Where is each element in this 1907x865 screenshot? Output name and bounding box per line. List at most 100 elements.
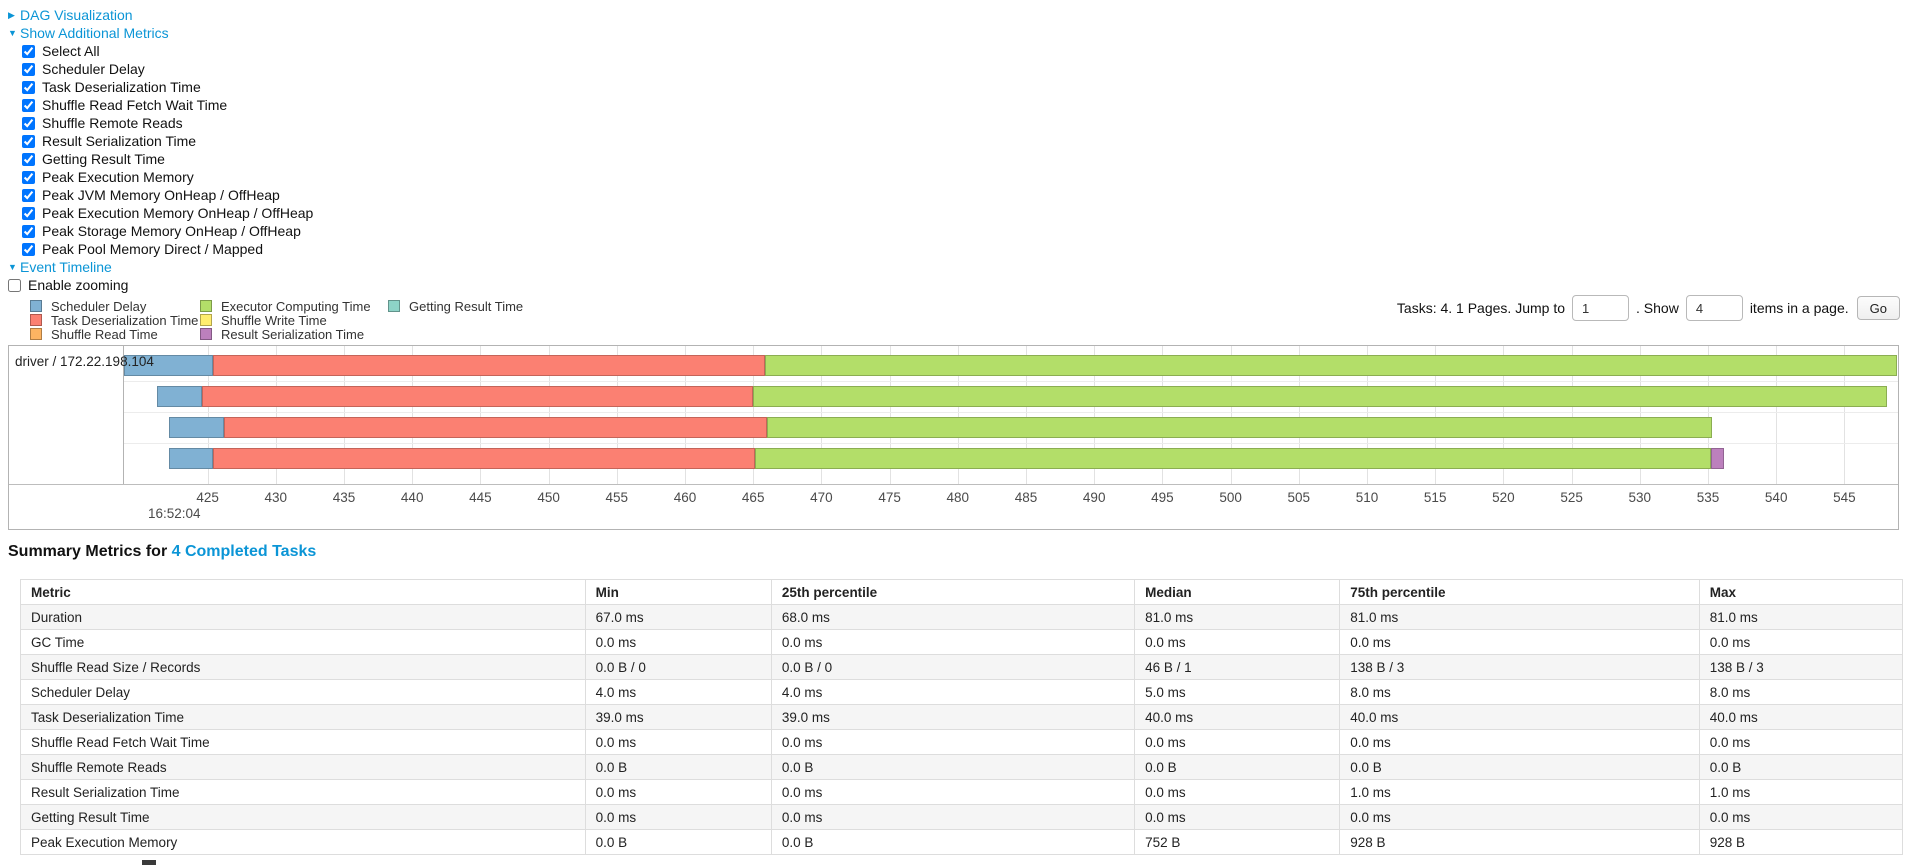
timeline-axis-major-label: 16:52:04: [148, 506, 201, 521]
timeline-legend: Scheduler Delay Task Deserialization Time…: [30, 299, 523, 342]
go-button[interactable]: Go: [1856, 296, 1900, 320]
task-2-task-deserialization-bar[interactable]: [202, 386, 754, 407]
metric-checkbox-label: Shuffle Remote Reads: [42, 115, 183, 131]
metric-checkbox-row[interactable]: Getting Result Time: [0, 150, 1907, 168]
metric-checkbox-row[interactable]: Peak Execution Memory: [0, 168, 1907, 186]
axis-tick-label: 480: [946, 490, 970, 505]
triangle-down-icon: ▼: [8, 262, 17, 272]
metric-checkbox[interactable]: [22, 116, 35, 130]
metric-checkbox-row[interactable]: Shuffle Remote Reads: [0, 114, 1907, 132]
axis-gridline: [1094, 346, 1096, 484]
metric-value-cell: 0.0 ms: [770, 629, 1136, 655]
metric-checkbox[interactable]: [22, 134, 35, 148]
metric-checkbox[interactable]: [22, 98, 35, 112]
axis-tick-label: 435: [332, 490, 356, 505]
axis-gridline: [1708, 346, 1709, 484]
legend-label: Shuffle Write Time: [221, 312, 327, 328]
legend-item-scheduler-delay: Scheduler Delay: [30, 299, 200, 314]
jump-to-page-input[interactable]: [1572, 295, 1629, 321]
task-3-scheduler-delay-bar[interactable]: [169, 417, 224, 438]
event-timeline-toggle[interactable]: ▼ Event Timeline: [0, 258, 1907, 276]
axis-tick-label: 430: [264, 490, 288, 505]
metric-checkbox[interactable]: [22, 80, 35, 94]
metric-checkbox-row[interactable]: Peak Execution Memory OnHeap / OffHeap: [0, 204, 1907, 222]
metric-checkbox-row[interactable]: Peak Storage Memory OnHeap / OffHeap: [0, 222, 1907, 240]
axis-gridline: [1367, 346, 1368, 484]
metric-checkbox-label: Shuffle Read Fetch Wait Time: [42, 97, 228, 113]
show-additional-metrics-toggle[interactable]: ▼ Show Additional Metrics: [0, 24, 1907, 42]
axis-tick-label: 490: [1082, 490, 1106, 505]
axis-tick-label: 545: [1833, 490, 1856, 505]
dag-visualization-toggle[interactable]: ▶ DAG Visualization: [0, 6, 1907, 24]
metric-checkbox[interactable]: [22, 170, 35, 184]
result-serialization-swatch-icon: [200, 328, 212, 340]
axis-gridline: [1776, 346, 1778, 484]
task-4-task-deserialization-bar[interactable]: [213, 448, 755, 469]
enable-zooming-row[interactable]: Enable zooming: [0, 276, 1907, 294]
additional-metrics-checkbox-list: Select All Scheduler Delay Task Deserializ…: [0, 42, 1907, 258]
legend-item-getting-result: Getting Result Time: [388, 299, 523, 314]
metric-value-cell: 4.0 ms: [770, 679, 1136, 705]
metric-checkbox[interactable]: [22, 242, 35, 256]
axis-gridline: [548, 346, 550, 484]
executor-computing-swatch-icon: [200, 300, 212, 312]
metric-name-cell: Duration: [20, 604, 586, 630]
metric-value-cell: 0.0 ms: [1339, 804, 1700, 830]
metric-checkbox-row[interactable]: Peak JVM Memory OnHeap / OffHeap: [0, 186, 1907, 204]
table-header-row: Metric Min 25th percentile Median 75th perce…: [20, 579, 1904, 605]
metric-checkbox-row[interactable]: Select All: [0, 42, 1907, 60]
axis-gridline: [1503, 346, 1505, 484]
task-4-scheduler-delay-bar[interactable]: [169, 448, 213, 469]
metric-name-cell: Result Serialization Time: [20, 779, 586, 805]
task-1-scheduler-delay-bar[interactable]: [124, 355, 214, 376]
metric-checkbox[interactable]: [22, 62, 35, 76]
metric-checkbox[interactable]: [22, 152, 35, 166]
metric-checkbox-label: Peak Pool Memory Direct / Mapped: [42, 241, 263, 257]
table-row: Result Serialization Time 0.0 ms 0.0 ms 0.0…: [20, 779, 1904, 805]
axis-gridline: [821, 346, 823, 484]
metric-checkbox-row[interactable]: Scheduler Delay: [0, 60, 1907, 78]
enable-zooming-label: Enable zooming: [28, 277, 129, 293]
metric-value-cell: 0.0 B: [1339, 754, 1700, 780]
metric-checkbox[interactable]: [22, 224, 35, 238]
row-separator: [124, 381, 1898, 382]
task-4-executor-computing-bar[interactable]: [754, 448, 1711, 469]
metric-checkbox-label: Getting Result Time: [42, 151, 165, 167]
metric-checkbox[interactable]: [22, 44, 35, 58]
task-3-executor-computing-bar[interactable]: [766, 417, 1713, 438]
legend-column: Executor Computing Time Shuffle Write Tim…: [200, 299, 388, 342]
metric-checkbox[interactable]: [22, 188, 35, 202]
metric-value-cell: 0.0 ms: [1698, 729, 1904, 755]
task-1-task-deserialization-bar[interactable]: [213, 355, 766, 376]
axis-gridline: [753, 346, 755, 484]
metric-value-cell: 68.0 ms: [770, 604, 1136, 630]
column-header: Metric: [20, 579, 586, 605]
task-4-result-serialization-bar[interactable]: [1710, 448, 1725, 469]
metric-checkbox-row[interactable]: Task Deserialization Time: [0, 78, 1907, 96]
enable-zooming-checkbox[interactable]: [8, 278, 21, 292]
axis-tick-label: 495: [1151, 490, 1174, 505]
metric-checkbox-label: Peak Execution Memory OnHeap / OffHeap: [42, 205, 314, 221]
table-row: Peak Execution Memory 0.0 B 0.0 B 752 B 928 …: [20, 829, 1904, 855]
column-header: Median: [1134, 579, 1341, 605]
axis-gridline: [616, 346, 618, 484]
metric-value-cell: 0.0 ms: [1698, 629, 1904, 655]
axis-gridline: [344, 346, 345, 484]
metric-checkbox-row[interactable]: Peak Pool Memory Direct / Mapped: [0, 240, 1907, 258]
metric-value-cell: 0.0 ms: [1134, 804, 1341, 830]
pagination-mid-text: . Show: [1636, 300, 1679, 316]
items-per-page-input[interactable]: [1685, 295, 1743, 321]
metric-checkbox-row[interactable]: Shuffle Read Fetch Wait Time: [0, 96, 1907, 114]
metric-checkbox-label: Scheduler Delay: [42, 61, 145, 77]
legend-label: Result Serialization Time: [221, 326, 365, 342]
task-1-executor-computing-bar[interactable]: [765, 355, 1898, 376]
axis-gridline: [685, 346, 686, 484]
metric-value-cell: 81.0 ms: [1134, 604, 1341, 630]
table-row: Duration 67.0 ms 68.0 ms 81.0 ms 81.0 ms 81.0…: [20, 604, 1904, 630]
task-2-executor-computing-bar[interactable]: [753, 386, 1887, 407]
metric-checkbox[interactable]: [22, 206, 35, 220]
metric-checkbox-row[interactable]: Result Serialization Time: [0, 132, 1907, 150]
task-2-scheduler-delay-bar[interactable]: [157, 386, 203, 407]
axis-tick-label: 520: [1492, 490, 1515, 505]
task-3-task-deserialization-bar[interactable]: [223, 417, 767, 438]
